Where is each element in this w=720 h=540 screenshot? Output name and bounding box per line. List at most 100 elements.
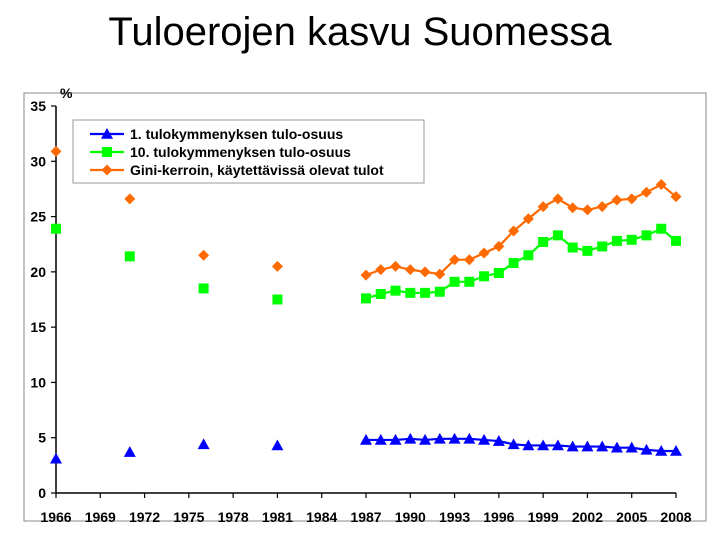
- x-tick-label: 2005: [616, 509, 647, 525]
- data-point: [419, 433, 432, 445]
- data-point: [375, 288, 386, 299]
- series-layer: [50, 145, 682, 464]
- data-point: [626, 193, 638, 205]
- slide-title: Tuloerojen kasvu Suomessa: [108, 10, 612, 54]
- data-point: [537, 439, 550, 451]
- data-point: [124, 193, 136, 205]
- data-point: [522, 213, 534, 225]
- data-point: [610, 441, 623, 453]
- data-point: [50, 145, 62, 157]
- data-point: [551, 439, 564, 451]
- x-tick-label: 1978: [218, 509, 249, 525]
- data-point: [449, 254, 461, 266]
- data-point: [523, 250, 534, 261]
- data-point: [670, 444, 682, 456]
- data-point: [538, 237, 549, 248]
- data-point: [552, 193, 564, 205]
- data-point: [671, 235, 681, 246]
- legend-box: [72, 119, 425, 184]
- x-tick-label: 1975: [173, 509, 204, 525]
- legend-label: 10. tulokymmenyksen tulo-osuus: [130, 144, 351, 160]
- axes: [51, 105, 677, 498]
- y-tick-label: 30: [30, 153, 46, 169]
- data-point: [478, 433, 491, 445]
- data-point: [640, 186, 652, 198]
- data-point: [433, 432, 446, 444]
- data-point: [448, 432, 461, 444]
- x-tick-label: 1990: [395, 509, 426, 525]
- x-tick-label: 1993: [439, 509, 470, 525]
- legend-label: Gini-kerroin, käytettävissä olevat tulot: [130, 162, 384, 178]
- legend: 1. tulokymmenyksen tulo-osuus 10. tulokym…: [72, 119, 425, 184]
- data-point: [405, 287, 416, 298]
- x-tick-labels: 1966 1969 1972 1975 1978 1981 1984 1987 1990 1993…: [40, 509, 691, 525]
- data-point: [493, 267, 504, 278]
- data-point: [434, 286, 445, 297]
- data-point: [507, 438, 520, 450]
- data-point: [375, 264, 387, 276]
- x-tick-label: 1996: [483, 509, 514, 525]
- data-point: [123, 446, 136, 457]
- data-point: [198, 283, 209, 294]
- data-point: [361, 293, 371, 304]
- data-point: [271, 260, 283, 272]
- data-point: [360, 433, 372, 445]
- data-point: [641, 230, 652, 241]
- data-point: [390, 260, 402, 272]
- data-point: [478, 247, 490, 259]
- data-point: [552, 230, 563, 241]
- data-point: [508, 258, 519, 269]
- y-tick-label: 35: [30, 98, 46, 114]
- x-tick-label: 1972: [129, 509, 160, 525]
- data-point: [625, 441, 638, 453]
- data-point: [537, 201, 549, 213]
- data-point: [464, 276, 475, 287]
- data-point: [124, 251, 135, 262]
- x-tick-label: 2002: [572, 509, 603, 525]
- data-point: [434, 268, 446, 280]
- y-tick-label: 25: [30, 209, 46, 225]
- x-tick-label: 2008: [660, 509, 691, 525]
- legend-label: 1. tulokymmenyksen tulo-osuus: [130, 126, 343, 142]
- y-tick-label: 20: [30, 264, 46, 280]
- data-point: [419, 266, 431, 278]
- series-line: [366, 437, 676, 453]
- plot-area-border: [23, 92, 707, 522]
- x-tick-label: 1966: [40, 509, 71, 525]
- y-tick-label: 10: [30, 374, 46, 390]
- data-point: [404, 432, 417, 444]
- data-point: [492, 435, 505, 446]
- data-point: [197, 438, 210, 450]
- data-point: [198, 249, 210, 261]
- data-point: [656, 223, 667, 234]
- data-point: [493, 240, 505, 252]
- data-point: [420, 287, 431, 298]
- y-axis-unit-label: %: [60, 85, 73, 101]
- data-point: [374, 433, 387, 445]
- data-point: [582, 245, 593, 256]
- data-point: [50, 452, 62, 464]
- series-line: [365, 227, 677, 300]
- data-point: [567, 202, 579, 214]
- legend-marker: [102, 147, 112, 157]
- data-point: [360, 269, 372, 281]
- data-point: [389, 433, 402, 445]
- series-line: [365, 183, 677, 277]
- data-point: [449, 276, 460, 287]
- series-1: [50, 432, 682, 464]
- data-point: [611, 194, 623, 206]
- data-point: [611, 235, 622, 246]
- data-point: [463, 254, 475, 266]
- data-point: [272, 294, 283, 305]
- data-point: [596, 201, 608, 213]
- data-point: [655, 179, 667, 191]
- data-point: [566, 440, 579, 452]
- legend-marker: [101, 164, 113, 176]
- x-tick-label: 1987: [350, 509, 381, 525]
- data-point: [581, 204, 593, 216]
- data-point: [626, 234, 637, 245]
- data-point: [271, 439, 284, 451]
- data-point: [508, 225, 520, 237]
- data-point: [670, 191, 682, 203]
